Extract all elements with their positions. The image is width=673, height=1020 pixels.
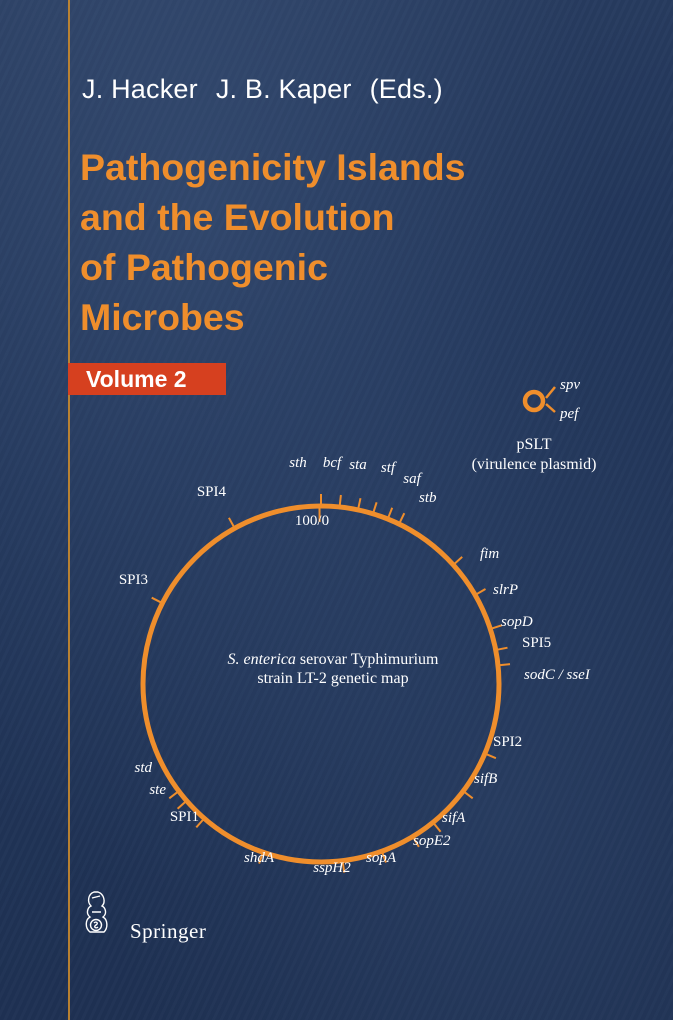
publisher-name: Springer xyxy=(130,919,207,943)
editors-suffix: (Eds.) xyxy=(369,74,443,104)
locus-label-sta: sta xyxy=(349,457,367,473)
volume-band: Volume 2 xyxy=(68,363,226,395)
locus-tick-sifA xyxy=(432,822,442,833)
locus-tick-saf xyxy=(387,507,394,519)
locus-tick-stf xyxy=(372,502,378,514)
book-title: Pathogenicity Islands and the Evolution … xyxy=(80,142,466,342)
title-line-3: of Pathogenic xyxy=(80,246,328,288)
map-center-species: S. enterica xyxy=(228,651,296,668)
plasmid-ring-icon xyxy=(522,386,556,413)
locus-label-sth: sth xyxy=(289,455,307,471)
locus-label-std: std xyxy=(134,760,152,776)
locus-tick-bcf xyxy=(338,494,342,507)
locus-tick-ste xyxy=(176,800,187,810)
locus-label-saf: saf xyxy=(403,471,422,487)
locus-tick-sspH2 xyxy=(341,861,346,873)
locus-label-SPI5: SPI5 xyxy=(522,635,551,651)
locus-label-SPI2: SPI2 xyxy=(493,734,522,750)
locus-tick-fim xyxy=(453,556,463,565)
locus-label-sopD: sopD xyxy=(501,614,533,630)
origin-label: 100/0 xyxy=(295,513,329,529)
locus-label-stf: stf xyxy=(381,460,397,476)
locus-tick-SPI3 xyxy=(151,596,162,604)
locus-tick-stb xyxy=(398,512,406,524)
editors: J. Hacker J. B. Kaper (Eds.) xyxy=(82,74,461,105)
locus-ticks xyxy=(151,494,511,873)
locus-label-sodC-sseI: sodC / sseI xyxy=(524,667,591,683)
map-center-subtitle: strain LT-2 genetic map xyxy=(257,670,408,687)
locus-label-SPI1: SPI1 xyxy=(170,809,199,825)
chromosome-ring xyxy=(140,503,502,865)
locus-tick-sopA xyxy=(381,851,387,863)
locus-tick-SPI1 xyxy=(195,818,205,829)
springer-knight-logo-icon xyxy=(85,891,108,933)
editor-1: J. Hacker xyxy=(82,74,198,104)
locus-label-sopE2: sopE2 xyxy=(413,833,451,849)
locus-label-fim: fim xyxy=(480,546,499,562)
locus-label-sifB: sifB xyxy=(474,771,497,787)
title-line-2: and the Evolution xyxy=(80,196,395,238)
locus-label-bcf: bcf xyxy=(323,455,343,471)
map-center-title: S. enterica serovar Typhimurium xyxy=(228,651,440,668)
volume-label: Volume 2 xyxy=(86,366,187,392)
locus-label-slrP: slrP xyxy=(493,582,518,598)
locus-tick-sopE2 xyxy=(412,836,420,848)
locus-tick-sodC-sseI xyxy=(498,663,511,667)
locus-label-sifA: sifA xyxy=(442,810,466,826)
plasmid-name: pSLT xyxy=(517,436,552,453)
locus-tick-SPI4 xyxy=(228,517,236,528)
locus-tick-sifB xyxy=(463,790,474,800)
locus-tick-SPI5 xyxy=(496,646,508,651)
locus-tick-sta xyxy=(357,497,362,510)
plasmid-gene-spv: spv xyxy=(560,377,580,393)
locus-label-sspH2: sspH2 xyxy=(313,860,351,876)
locus-label-ste: ste xyxy=(149,782,166,798)
locus-tick-slrP xyxy=(475,588,487,596)
locus-label-sopA: sopA xyxy=(366,850,397,866)
editor-2: J. B. Kaper xyxy=(215,74,352,104)
plasmid-description: (virulence plasmid) xyxy=(472,456,597,473)
vertical-rule xyxy=(68,0,70,1020)
locus-tick-SPI2 xyxy=(485,752,497,760)
locus-tick-shdA xyxy=(258,852,264,864)
locus-tick-std xyxy=(168,790,179,800)
title-line-1: Pathogenicity Islands xyxy=(80,146,466,188)
locus-label-SPI4: SPI4 xyxy=(197,484,227,500)
locus-label-stb: stb xyxy=(419,490,437,506)
locus-label-shdA: shdA xyxy=(244,850,275,866)
plasmid-gene-pef: pef xyxy=(559,406,580,422)
locus-tick-sopD xyxy=(490,624,503,630)
map-center-serovar: serovar Typhimurium xyxy=(296,651,439,668)
locus-label-SPI3: SPI3 xyxy=(119,572,148,588)
title-line-4: Microbes xyxy=(80,296,245,338)
